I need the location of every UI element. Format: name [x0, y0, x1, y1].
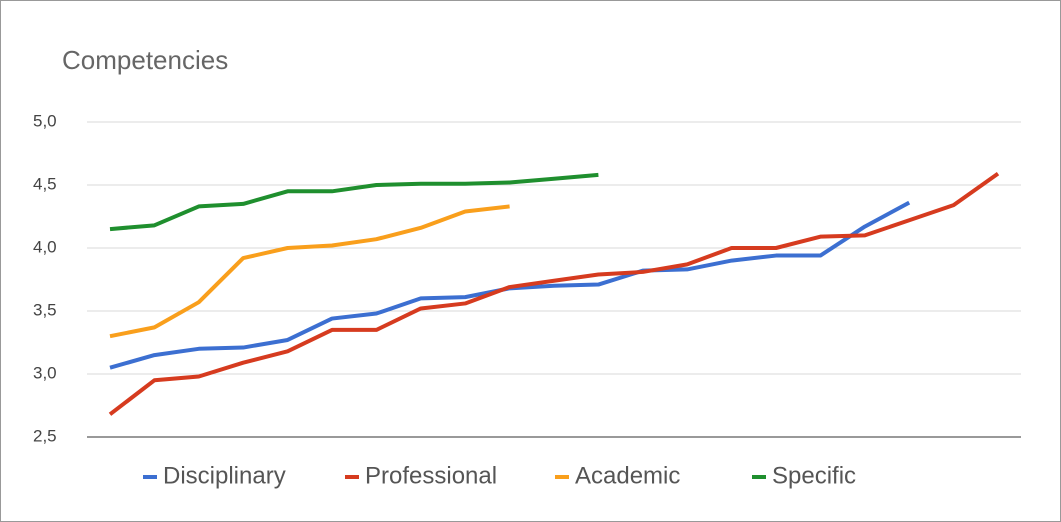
line-series [109, 172, 599, 232]
chart-title: Competencies [62, 45, 228, 75]
line-series [108, 172, 1000, 416]
legend-label: Professional [365, 462, 497, 489]
legend-label: Disciplinary [163, 462, 286, 489]
y-tick-label: 3,5 [33, 300, 57, 319]
y-tick-label: 4,0 [33, 237, 57, 256]
y-tick-label: 5,0 [33, 111, 57, 130]
legend-label: Academic [575, 462, 680, 489]
y-tick-label: 2,5 [33, 426, 57, 445]
legend-label: Specific [772, 462, 856, 489]
y-tick-label: 3,0 [33, 363, 57, 382]
y-tick-label: 4,5 [33, 174, 57, 193]
line-series [109, 204, 510, 339]
